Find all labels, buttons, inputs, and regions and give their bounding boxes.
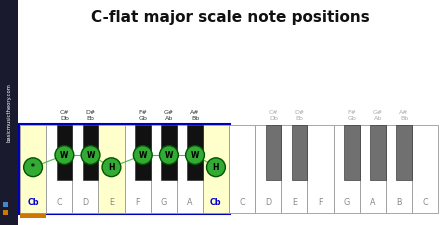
Text: D: D: [82, 198, 88, 207]
Text: G: G: [344, 198, 350, 207]
Circle shape: [102, 158, 121, 177]
Text: G: G: [161, 198, 167, 207]
Circle shape: [55, 146, 74, 164]
Bar: [20, 125, 46, 213]
Bar: [344, 125, 359, 180]
Text: D: D: [265, 198, 271, 207]
Bar: [203, 125, 229, 213]
Text: C: C: [239, 198, 245, 207]
Text: E: E: [109, 198, 114, 207]
Bar: [255, 125, 281, 213]
Bar: [161, 125, 177, 180]
Text: D#
Eb: D# Eb: [294, 110, 304, 121]
Text: C#
Db: C# Db: [268, 110, 278, 121]
Text: *: *: [31, 163, 35, 172]
Text: W: W: [165, 151, 173, 160]
Bar: [150, 125, 177, 213]
Text: H: H: [108, 163, 115, 172]
Bar: [308, 125, 334, 213]
Bar: [83, 125, 99, 180]
Circle shape: [24, 158, 43, 177]
Bar: [57, 125, 72, 180]
Text: B: B: [396, 198, 402, 207]
Text: E: E: [292, 198, 297, 207]
Bar: [386, 125, 412, 213]
Text: C#
Db: C# Db: [59, 110, 69, 121]
Text: F: F: [318, 198, 323, 207]
Text: W: W: [86, 151, 95, 160]
Text: W: W: [191, 151, 199, 160]
Text: A: A: [187, 198, 193, 207]
Bar: [46, 125, 72, 213]
Text: C: C: [56, 198, 62, 207]
Text: W: W: [60, 151, 69, 160]
Bar: [125, 125, 150, 213]
Bar: [334, 125, 359, 213]
Text: F#
Gb: F# Gb: [347, 110, 356, 121]
Bar: [99, 125, 125, 213]
Text: F#
Gb: F# Gb: [138, 110, 147, 121]
Text: A#
Bb: A# Bb: [399, 110, 409, 121]
Text: Cb: Cb: [210, 198, 222, 207]
Text: F: F: [136, 198, 140, 207]
Bar: [266, 125, 281, 180]
Bar: [281, 125, 308, 213]
Text: basicmusictheory.com: basicmusictheory.com: [7, 83, 11, 142]
Text: G#
Ab: G# Ab: [373, 110, 383, 121]
Text: A: A: [370, 198, 375, 207]
Bar: [412, 125, 438, 213]
Circle shape: [133, 146, 152, 164]
Text: C: C: [422, 198, 428, 207]
Bar: [135, 125, 150, 180]
Circle shape: [206, 158, 225, 177]
Bar: [359, 125, 386, 213]
Text: G#
Ab: G# Ab: [164, 110, 174, 121]
Circle shape: [81, 146, 100, 164]
Circle shape: [186, 146, 205, 164]
Text: C-flat major scale note positions: C-flat major scale note positions: [91, 10, 369, 25]
Bar: [292, 125, 308, 180]
Bar: [370, 125, 386, 180]
Bar: [177, 125, 203, 213]
Bar: [20, 214, 46, 218]
Bar: [72, 125, 99, 213]
Text: W: W: [139, 151, 147, 160]
Text: H: H: [213, 163, 219, 172]
Bar: [3, 202, 8, 207]
Bar: [187, 125, 203, 180]
Text: D#
Eb: D# Eb: [85, 110, 95, 121]
Bar: [3, 210, 8, 215]
Text: A#
Bb: A# Bb: [190, 110, 200, 121]
Bar: [19, 124, 230, 214]
Bar: [229, 125, 255, 213]
Bar: [0, 0, 18, 225]
Circle shape: [160, 146, 178, 164]
Text: Cb: Cb: [27, 198, 39, 207]
Bar: [396, 125, 412, 180]
